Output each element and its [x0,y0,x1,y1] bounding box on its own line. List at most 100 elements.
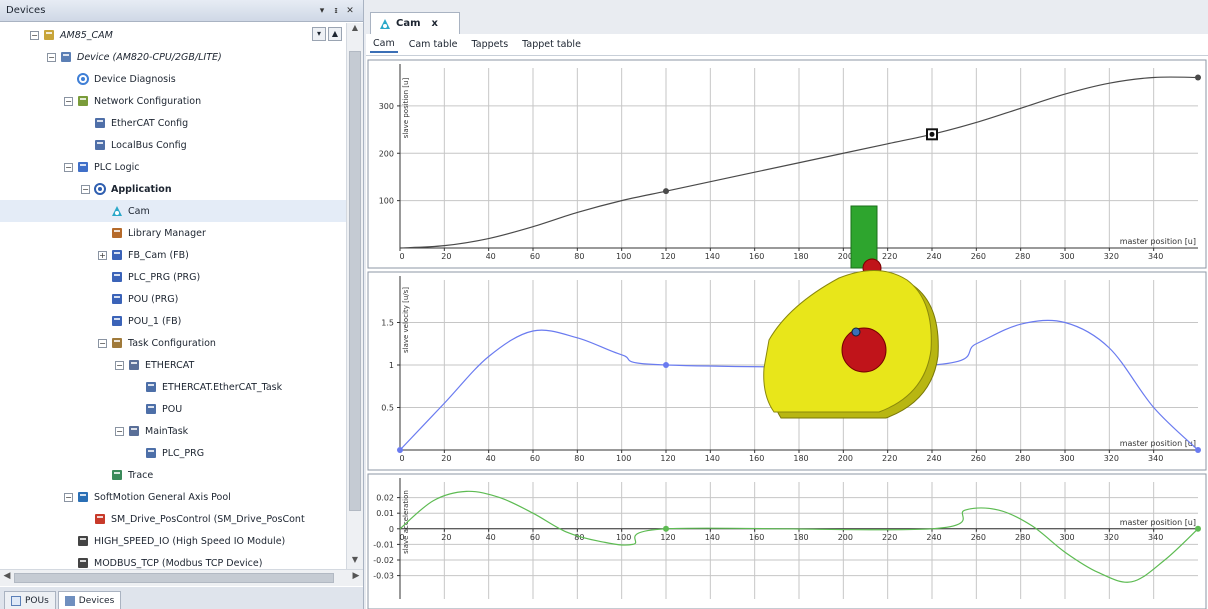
x-tick-label: 320 [1104,252,1119,261]
tree-item[interactable]: SM_Drive_PosControl (SM_Drive_PosCont [0,508,346,530]
tree-item[interactable]: − AM85_CAM ▾ ▲ [0,24,346,46]
tree-item[interactable]: − PLC Logic [0,156,346,178]
tree-item[interactable]: LocalBus Config [0,134,346,156]
tree-item-label: SoftMotion General Axis Pool [94,491,231,503]
tree-item[interactable]: ETHERCAT.EtherCAT_Task [0,376,346,398]
collapse-icon[interactable]: − [64,96,73,106]
data-point [1195,74,1201,81]
subtab-tappets[interactable]: Tappets [471,39,509,50]
pou-icon [111,249,123,261]
scroll-left-icon[interactable]: ◀ [3,571,11,581]
tree-item[interactable]: − SoftMotion General Axis Pool [0,486,346,508]
device-tree[interactable]: − AM85_CAM ▾ ▲ − Device (AM820-CPU/2GB/LITE) D… [0,23,346,569]
scrollbar-thumb[interactable] [14,573,334,583]
tree-horizontal-scrollbar[interactable]: ◀ ▶ [0,569,363,586]
tree-item[interactable]: Cam [0,200,346,222]
x-tick-label: 220 [882,454,897,463]
x-tick-label: 180 [793,454,808,463]
subtab-tappet-table[interactable]: Tappet table [522,39,581,50]
close-tab-button[interactable]: x [431,18,438,29]
pou-call-icon [145,403,157,415]
y-tick-label: 1 [389,361,394,370]
collapse-icon[interactable]: − [47,52,56,62]
tree-item[interactable]: Device Diagnosis [0,68,346,90]
tree-item[interactable]: − Network Configuration [0,90,346,112]
pou-icon [111,271,123,283]
y-tick-label: -0.02 [373,556,394,565]
pou-icon [111,315,123,327]
tree-item[interactable]: − Task Configuration [0,332,346,354]
tree-vertical-scrollbar[interactable]: ▲ ▼ [346,23,363,569]
tab-pous[interactable]: POUs [4,591,56,609]
y-axis-label: slave velocity [u/s] [402,287,410,353]
x-tick-label: 180 [793,533,808,542]
x-tick-label: 120 [660,533,675,542]
x-tick-label: 20 [441,252,451,261]
collapse-icon[interactable]: − [64,492,73,502]
x-tick-label: 200 [838,454,853,463]
x-tick-label: 340 [1148,252,1163,261]
y-axis-label: slave acceleration [402,490,410,554]
x-tick-label: 160 [749,252,764,261]
tree-item-label: HIGH_SPEED_IO (High Speed IO Module) [94,535,286,547]
tree-spacer [98,317,107,326]
collapse-icon[interactable]: − [30,30,39,40]
subtab-cam[interactable]: Cam [370,36,398,53]
tree-item[interactable]: POU_1 (FB) [0,310,346,332]
tree-item[interactable]: POU [0,398,346,420]
tree-item[interactable]: Library Manager [0,222,346,244]
tree-item[interactable]: − Application [0,178,346,200]
panel-bottom-tabs: POUs Devices [0,587,363,609]
collapse-icon[interactable]: − [115,360,124,370]
scroll-down-icon[interactable]: ▼ [351,555,359,564]
collapse-icon[interactable]: − [81,184,90,194]
scrollbar-thumb[interactable] [349,51,361,511]
tree-item[interactable]: Trace [0,464,346,486]
tree-item-label: SM_Drive_PosControl (SM_Drive_PosCont [111,513,305,525]
x-tick-label: 300 [1059,533,1074,542]
cam-icon [379,18,391,30]
tree-item[interactable]: HIGH_SPEED_IO (High Speed IO Module) [0,530,346,552]
task-icon [128,425,140,437]
tree-item-label: Trace [128,469,154,481]
tree-item[interactable]: MODBUS_TCP (Modbus TCP Device) [0,552,346,569]
y-tick-label: 100 [379,197,394,206]
devices-panel-title: Devices [6,5,46,16]
collapse-icon[interactable]: − [64,162,73,172]
tree-item[interactable]: − Device (AM820-CPU/2GB/LITE) [0,46,346,68]
tab-devices[interactable]: Devices [57,591,122,609]
tab-cam-document[interactable]: Cam x [370,12,460,34]
tree-item-label: Network Configuration [94,95,202,107]
subtab-cam-table[interactable]: Cam table [408,39,458,50]
collapse-icon[interactable]: − [115,426,124,436]
expand-icon[interactable]: + [98,250,107,260]
data-point [1195,447,1201,453]
tree-item[interactable]: − ETHERCAT [0,354,346,376]
plc-icon [77,161,89,173]
y-tick-label: 0.01 [376,509,394,518]
tree-item[interactable]: − MainTask [0,420,346,442]
panel-close-button[interactable]: ✕ [346,5,354,16]
tree-item[interactable]: PLC_PRG (PRG) [0,266,346,288]
axis-pool-icon [77,491,89,503]
dropdown-icon[interactable]: ▾ [312,27,326,41]
tree-item[interactable]: + FB_Cam (FB) [0,244,346,266]
panel-pin-button[interactable]: ᵻ [334,5,338,16]
data-point [397,447,403,453]
scroll-top-icon[interactable]: ▲ [328,27,342,41]
x-tick-label: 280 [1015,454,1030,463]
y-tick-label: 300 [379,102,394,111]
tree-item[interactable]: EtherCAT Config [0,112,346,134]
tree-item-label: LocalBus Config [111,139,187,151]
scroll-right-icon[interactable]: ▶ [352,571,360,581]
tree-item-label: PLC_PRG (PRG) [128,271,201,283]
panel-dropdown-button[interactable]: ▾ [319,5,325,16]
tree-item[interactable]: POU (PRG) [0,288,346,310]
cam-charts-area[interactable]: 100 200 300 0 20 40 60 80 100 120 140 160 180 200 220 2… [366,56,1208,609]
collapse-icon[interactable]: − [98,338,107,348]
tree-spacer [98,207,107,216]
scroll-up-icon[interactable]: ▲ [351,23,359,32]
project-icon [43,29,55,41]
tree-item[interactable]: PLC_PRG [0,442,346,464]
